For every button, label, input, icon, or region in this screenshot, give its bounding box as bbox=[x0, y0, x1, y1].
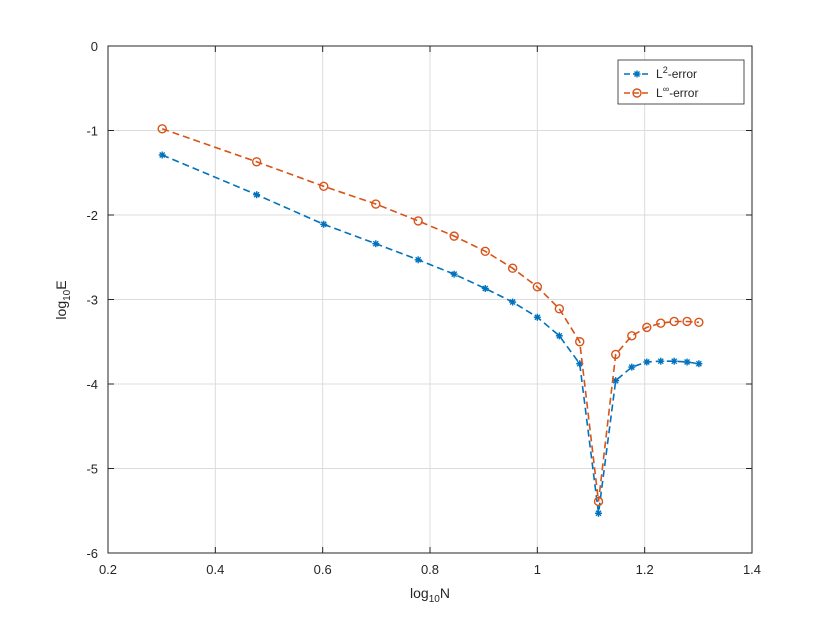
data-point bbox=[533, 313, 541, 321]
data-point bbox=[593, 496, 604, 507]
data-point bbox=[555, 332, 563, 340]
data-point bbox=[449, 231, 459, 241]
legend-marker-linf bbox=[632, 88, 642, 98]
data-point bbox=[372, 240, 380, 248]
data-point bbox=[656, 318, 666, 328]
series-linf-error bbox=[157, 124, 704, 507]
data-point bbox=[669, 316, 679, 327]
series-l2-error bbox=[158, 151, 703, 517]
data-point bbox=[670, 357, 678, 365]
data-point bbox=[481, 285, 489, 293]
data-point bbox=[253, 191, 261, 199]
x-tick-label: 0.4 bbox=[206, 562, 224, 577]
grid bbox=[107, 45, 753, 554]
data-point bbox=[507, 263, 518, 273]
data-point bbox=[643, 358, 651, 366]
y-tick-label: -2 bbox=[86, 208, 98, 223]
y-axis-label: log10E bbox=[53, 280, 73, 319]
data-point bbox=[627, 331, 637, 341]
data-point bbox=[554, 304, 565, 314]
data-point bbox=[628, 363, 636, 371]
y-tick-label: -1 bbox=[86, 124, 98, 139]
series-line bbox=[161, 154, 700, 514]
y-tick-label: -3 bbox=[86, 293, 98, 308]
data-point bbox=[320, 220, 328, 228]
x-tick-label: 0.8 bbox=[421, 562, 439, 577]
x-tick-label: 1.2 bbox=[636, 562, 654, 577]
data-series bbox=[157, 124, 704, 517]
x-tick-label: 1 bbox=[534, 562, 541, 577]
data-point bbox=[532, 282, 543, 292]
y-tick-label: -5 bbox=[86, 462, 98, 477]
data-point bbox=[319, 181, 329, 191]
data-point bbox=[158, 151, 166, 159]
legend-marker-l2 bbox=[633, 70, 641, 78]
x-tick-label: 1.4 bbox=[743, 562, 761, 577]
data-point bbox=[157, 124, 167, 134]
data-point bbox=[695, 360, 703, 368]
data-point bbox=[414, 256, 422, 264]
data-point bbox=[575, 337, 585, 347]
data-point bbox=[450, 270, 458, 278]
data-point bbox=[509, 298, 517, 306]
x-tick-label: 0.6 bbox=[314, 562, 332, 577]
data-point bbox=[642, 322, 652, 333]
legend-label-l2: L2-error bbox=[656, 65, 697, 81]
data-point bbox=[371, 199, 381, 209]
y-tick-label: 0 bbox=[91, 39, 98, 54]
x-axis-label: log10N bbox=[410, 585, 450, 605]
data-point bbox=[682, 316, 692, 327]
data-point bbox=[413, 216, 423, 226]
legend-label-linf: L∞-error bbox=[656, 84, 698, 100]
series-line bbox=[161, 128, 699, 502]
data-point bbox=[595, 509, 603, 517]
data-point bbox=[694, 317, 704, 328]
data-point bbox=[612, 377, 620, 385]
data-point bbox=[251, 157, 262, 167]
y-tick-label: -4 bbox=[86, 377, 98, 392]
data-point bbox=[480, 246, 490, 257]
axis-ticks: 0.2 0.4 0.6 0.8 1 1.2 1.4 0 -1 -2 -3 -4 -5 -6 bbox=[86, 39, 761, 577]
data-point bbox=[683, 358, 691, 366]
y-tick-label: -6 bbox=[86, 546, 98, 561]
legend: L2-error L∞-error bbox=[617, 59, 745, 105]
data-point bbox=[657, 357, 665, 365]
x-tick-label: 0.2 bbox=[99, 562, 117, 577]
data-point bbox=[610, 349, 621, 360]
